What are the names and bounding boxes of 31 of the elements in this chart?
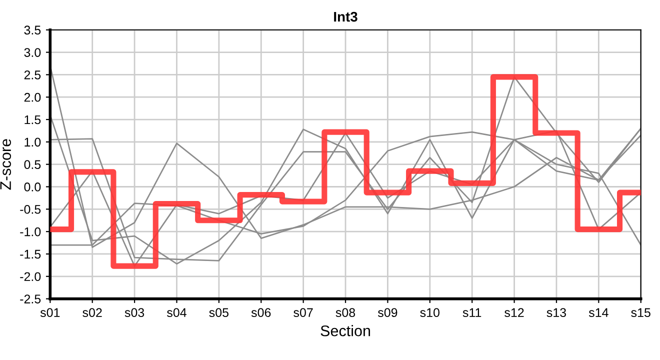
x-tick-label: s05 [209, 308, 228, 318]
x-tick-label: s07 [294, 308, 313, 318]
x-tick-label: s10 [420, 308, 440, 318]
y-tick-label: 3.0 [24, 48, 41, 57]
x-tick-label: s03 [124, 308, 144, 318]
x-tick-label: s12 [504, 308, 524, 318]
x-tick-label: s09 [378, 308, 398, 318]
y-tick-label: 1.0 [24, 138, 41, 147]
y-tick-label: -2.0 [20, 272, 41, 282]
x-tick-label: s13 [546, 308, 566, 318]
y-tick-label: 0.0 [24, 182, 41, 192]
y-tick-label: 2.5 [24, 70, 41, 80]
chart-title: Int3 [334, 12, 358, 22]
y-tick-label: -1.0 [20, 227, 41, 236]
x-tick-label: s08 [336, 308, 356, 318]
x-tick-label: s01 [40, 308, 60, 318]
y-axis-title: Z-score [0, 139, 12, 190]
y-tick-label: -0.5 [20, 204, 41, 214]
y-tick-label: 1.5 [24, 115, 41, 124]
x-tick-label: s06 [251, 308, 271, 318]
x-tick-label: s14 [588, 308, 608, 318]
y-tick-label: -2.5 [20, 294, 41, 304]
x-axis-title: Section [320, 325, 370, 336]
x-tick-label: s04 [167, 308, 186, 318]
y-tick-label: -1.5 [20, 250, 41, 259]
y-tick-label: 0.5 [24, 160, 41, 169]
x-tick-label: s15 [631, 308, 650, 318]
x-tick-label: s02 [82, 308, 102, 318]
y-tick-label: 3.5 [24, 26, 41, 35]
x-tick-label: s11 [462, 308, 482, 318]
y-tick-label: 2.0 [24, 92, 41, 102]
